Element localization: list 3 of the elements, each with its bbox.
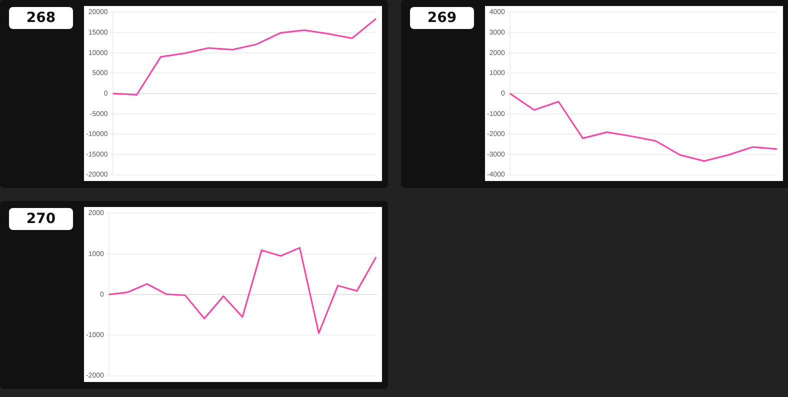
chart-title: 270 <box>9 208 73 230</box>
chart-title: 269 <box>410 7 474 29</box>
chart-title: 268 <box>9 7 73 29</box>
